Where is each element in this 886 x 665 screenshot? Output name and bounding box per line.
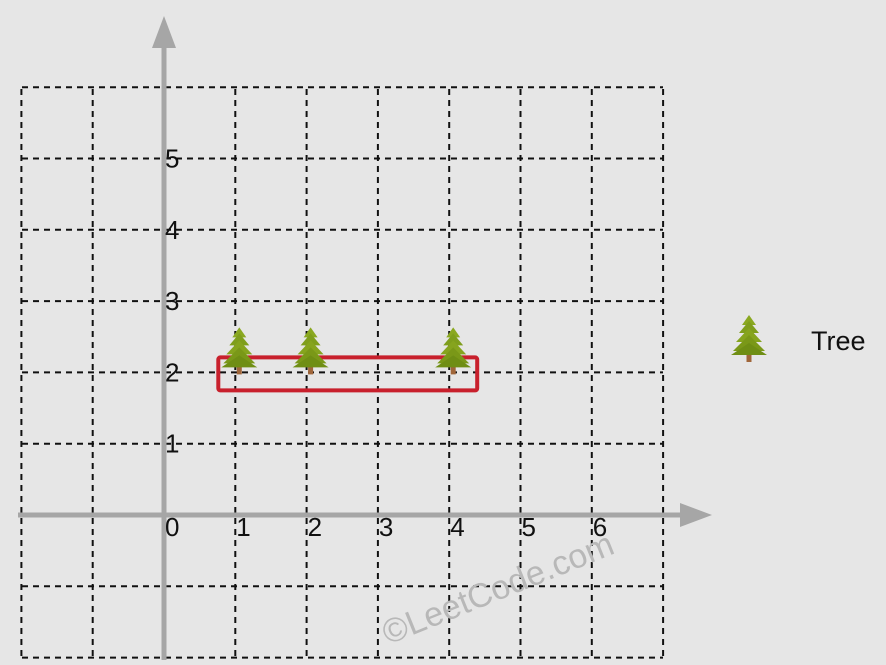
legend-label: Tree [811,326,866,356]
y-tick-label: 4 [165,215,179,245]
tick-labels: 0 1 2 3 4 5 6 1 2 3 4 5 [165,144,607,543]
y-axis-arrow-icon [152,16,176,48]
tree-icon [221,327,258,375]
axes [18,16,712,660]
x-tick-label: 6 [593,512,607,542]
y-tick-label: 3 [165,286,179,316]
y-tick-label: 5 [165,144,179,174]
y-tick-label: 2 [165,357,179,387]
marks [216,327,480,393]
watermark: ©LeetCode.com [377,525,619,652]
x-tick-label: 0 [165,512,179,542]
tree-icon [292,327,329,375]
legend-tree-icon [731,315,767,362]
y-tick-label: 1 [165,429,179,459]
x-tick-label: 1 [236,512,250,542]
x-tick-label: 2 [308,512,322,542]
fence-rectangle [216,355,480,393]
x-tick-label: 5 [522,512,536,542]
tree-icon [435,327,472,375]
x-tick-label: 4 [450,512,464,542]
x-axis-arrow-icon [680,503,712,527]
x-tick-label: 3 [379,512,393,542]
